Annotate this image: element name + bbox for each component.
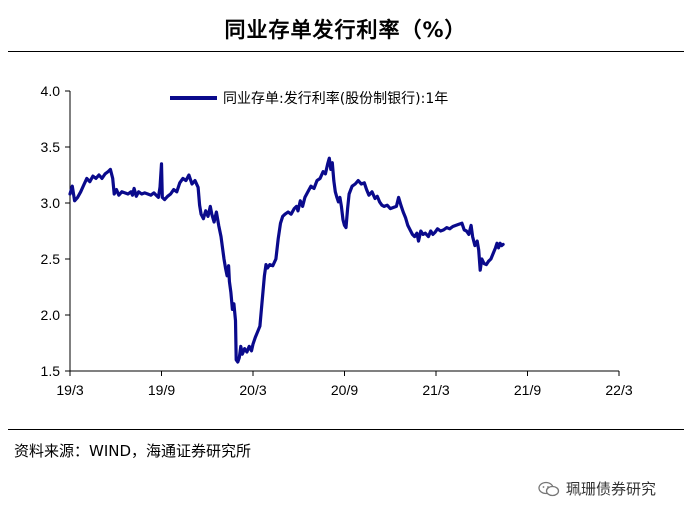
y-tick-label: 4.0 [41,83,61,99]
x-tick-label: 20/3 [239,382,266,398]
x-tick-label: 19/9 [148,382,175,398]
chart-axes [69,91,619,372]
x-tick-label: 21/9 [514,382,541,398]
watermark: 珮珊债券研究 [538,478,656,499]
y-tick-label: 1.5 [41,363,61,379]
source-note: 资料来源：WIND，海通证券研究所 [14,442,252,460]
legend-label: 同业存单:发行利率(股份制银行):1年 [223,90,448,107]
series-line [68,156,505,364]
chart-legend: 同业存单:发行利率(股份制银行):1年 [170,90,448,107]
chart-series [68,156,505,364]
y-tick-label: 3.0 [41,195,61,211]
bottom-rule [8,429,684,430]
watermark-text: 珮珊债券研究 [566,480,657,498]
x-tick-label: 19/3 [56,382,83,398]
y-tick-label: 2.0 [41,307,61,323]
x-tick-label: 22/3 [605,382,632,398]
chart-ticks: 4.0 3.5 3.0 2.5 2.0 1.5 19/3 19/9 20/3 20/9 21/3 21… [41,83,633,398]
line-chart: 4.0 3.5 3.0 2.5 2.0 1.5 19/3 19/9 20/3 20/9 21/3 21… [41,83,633,398]
x-tick-label: 21/3 [422,382,449,398]
chart-title: 同业存单发行利率（%） [224,18,467,42]
x-tick-label: 20/9 [331,382,358,398]
y-tick-label: 3.5 [41,139,61,155]
wechat-icon [538,481,560,496]
top-rule [8,51,684,52]
y-tick-label: 2.5 [41,251,61,267]
